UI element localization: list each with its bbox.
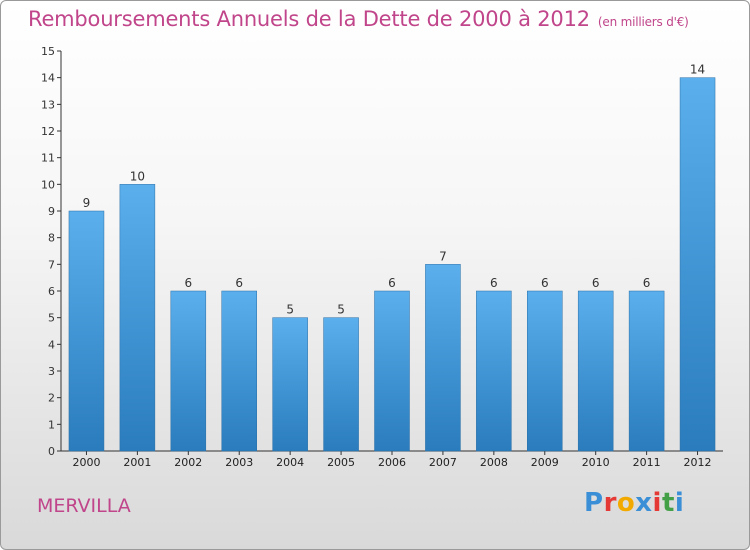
x-tick-label: 2001 [123, 456, 151, 469]
value-label-2003: 6 [235, 276, 243, 290]
value-label-2012: 14 [690, 63, 705, 77]
logo-letter: i [652, 488, 662, 518]
proxiti-logo: Proxiti [584, 488, 684, 518]
y-tick-label: 15 [41, 45, 55, 58]
bar-2011 [628, 290, 665, 452]
value-label-2001: 10 [130, 169, 145, 183]
chart-bars [68, 77, 716, 452]
x-tick-label: 2009 [531, 456, 559, 469]
logo-letter: t [661, 488, 675, 518]
x-tick-label: 2002 [174, 456, 202, 469]
x-tick-label: 2005 [327, 456, 355, 469]
bar-2000 [68, 210, 105, 452]
value-label-2009: 6 [541, 276, 549, 290]
bar-2005 [323, 317, 359, 452]
bar-2006 [374, 290, 410, 452]
y-tick-label: 11 [41, 152, 55, 165]
bar-2001 [119, 184, 156, 452]
logo-letter: o [616, 488, 636, 518]
y-tick-label: 2 [48, 392, 55, 405]
x-tick-label: 2000 [72, 456, 100, 469]
value-label-2005: 5 [337, 303, 345, 317]
chart-labels: 2000 9 2001 10 2002 6 2003 6 2004 5 2005 5 2006 6 2007… [72, 63, 711, 469]
y-tick-label: 5 [48, 312, 55, 325]
bar-2007 [425, 264, 461, 452]
bar-2010 [577, 290, 614, 452]
bar-2012 [679, 77, 716, 452]
y-tick-label: 1 [48, 418, 55, 431]
value-label-2000: 9 [83, 196, 91, 210]
logo-letter: i [674, 488, 685, 518]
x-tick-label: 2007 [429, 456, 457, 469]
x-tick-label: 2006 [378, 456, 406, 469]
value-label-2010: 6 [592, 276, 600, 290]
logo-letter: x [635, 488, 653, 518]
town-name: MERVILLA [37, 495, 131, 517]
y-tick-label: 6 [48, 285, 55, 298]
chart-title-unit: (en milliers d'€) [597, 15, 689, 29]
bar-2003 [221, 290, 257, 452]
value-label-2002: 6 [184, 276, 192, 290]
value-label-2006: 6 [388, 276, 396, 290]
y-tick-label: 12 [41, 125, 55, 138]
value-label-2007: 7 [439, 249, 447, 263]
logo-letter: P [584, 488, 604, 518]
bar-2004 [272, 317, 308, 452]
x-tick-label: 2003 [225, 456, 253, 469]
y-tick-label: 10 [41, 178, 55, 191]
x-tick-label: 2011 [633, 456, 661, 469]
y-tick-label: 3 [48, 365, 55, 378]
chart-title-main: Remboursements Annuels de la Dette de 20… [28, 7, 590, 31]
x-tick-label: 2010 [582, 456, 610, 469]
y-tick-label: 9 [48, 205, 55, 218]
y-tick-label: 4 [48, 338, 55, 351]
bar-2008 [476, 290, 512, 452]
y-tick-label: 7 [48, 258, 55, 271]
logo-letter: r [603, 488, 617, 518]
value-label-2004: 5 [286, 303, 294, 317]
bar-2002 [170, 290, 207, 452]
x-tick-label: 2004 [276, 456, 304, 469]
y-tick-label: 0 [48, 445, 55, 458]
y-tick-label: 8 [48, 232, 55, 245]
x-tick-label: 2008 [480, 456, 508, 469]
y-tick-label: 13 [41, 98, 55, 111]
value-label-2011: 6 [643, 276, 651, 290]
y-tick-label: 14 [41, 72, 55, 85]
value-label-2008: 6 [490, 276, 498, 290]
bar-2009 [527, 290, 563, 452]
x-tick-label: 2012 [684, 456, 712, 469]
chart-title: Remboursements Annuels de la Dette de 20… [28, 7, 689, 31]
